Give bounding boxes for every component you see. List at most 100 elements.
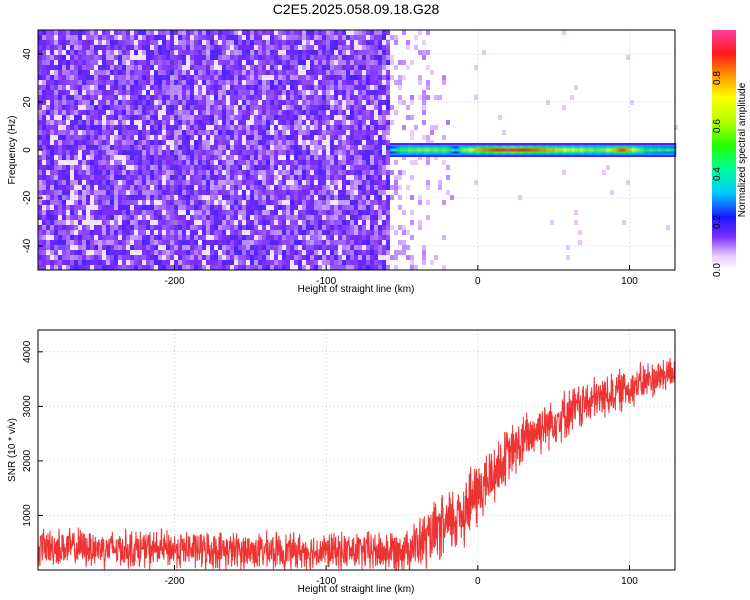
- heatmap-cell: [422, 135, 426, 140]
- heatmap-cell: [118, 80, 122, 85]
- heatmap-cell: [126, 170, 130, 175]
- heatmap-cell: [170, 130, 174, 135]
- heatmap-cell: [126, 30, 130, 35]
- heatmap-cell: [150, 195, 154, 200]
- heatmap-cell: [310, 225, 314, 230]
- signal-band-segment: [484, 148, 487, 152]
- heatmap-cell: [334, 200, 338, 205]
- heatmap-cell: [66, 145, 70, 150]
- heatmap-cell: [294, 165, 298, 170]
- heatmap-cell: [270, 255, 274, 260]
- heatmap-cell: [254, 75, 258, 80]
- heatmap-cell: [190, 170, 194, 175]
- heatmap-cell: [178, 135, 182, 140]
- heatmap-cell: [130, 145, 134, 150]
- heatmap-cell: [166, 75, 170, 80]
- heatmap-cell: [126, 215, 130, 220]
- heatmap-cell: [314, 30, 318, 35]
- heatmap-cell: [74, 160, 78, 165]
- heatmap-cell: [90, 95, 94, 100]
- heatmap-cell: [286, 30, 290, 35]
- heatmap-cell: [314, 125, 318, 130]
- heatmap-cell: [278, 220, 282, 225]
- heatmap-cell: [98, 235, 102, 240]
- heatmap-cell: [202, 260, 206, 265]
- heatmap-cell: [442, 235, 446, 240]
- heatmap-cell: [338, 250, 342, 255]
- heatmap-cell: [186, 250, 190, 255]
- heatmap-cell: [210, 180, 214, 185]
- heatmap-cell: [186, 150, 190, 155]
- heatmap-cell: [222, 70, 226, 75]
- heatmap-cell: [150, 210, 154, 215]
- heatmap-cell: [118, 40, 122, 45]
- heatmap-cell: [474, 95, 478, 100]
- heatmap-cell: [278, 75, 282, 80]
- heatmap-cell: [202, 210, 206, 215]
- heatmap-cell: [162, 215, 166, 220]
- heatmap-cell: [302, 160, 306, 165]
- heatmap-cell: [270, 200, 274, 205]
- heatmap-cell: [290, 55, 294, 60]
- heatmap-cell: [106, 110, 110, 115]
- heatmap-cell: [46, 260, 50, 265]
- heatmap-cell: [278, 100, 282, 105]
- heatmap-cell: [258, 200, 262, 205]
- heatmap-cell: [222, 40, 226, 45]
- heatmap-cell: [246, 195, 250, 200]
- heatmap-cell: [150, 65, 154, 70]
- heatmap-cell: [334, 235, 338, 240]
- heatmap-cell: [326, 140, 330, 145]
- heatmap-cell: [386, 125, 390, 130]
- heatmap-cell: [122, 40, 126, 45]
- heatmap-cell: [90, 265, 94, 270]
- heatmap-cell: [158, 120, 162, 125]
- heatmap-cell: [106, 175, 110, 180]
- heatmap-cell: [50, 245, 54, 250]
- heatmap-cell: [46, 155, 50, 160]
- heatmap-cell: [274, 135, 278, 140]
- heatmap-cell: [230, 205, 234, 210]
- heatmap-cell: [158, 30, 162, 35]
- heatmap-cell: [358, 105, 362, 110]
- heatmap-cell: [38, 225, 42, 230]
- heatmap-cell: [206, 180, 210, 185]
- heatmap-cell: [154, 245, 158, 250]
- heatmap-cell: [178, 250, 182, 255]
- heatmap-cell: [138, 135, 142, 140]
- heatmap-cell: [166, 155, 170, 160]
- heatmap-cell: [86, 165, 90, 170]
- heatmap-cell: [122, 120, 126, 125]
- heatmap-cell: [266, 100, 270, 105]
- heatmap-cell: [206, 260, 210, 265]
- heatmap-cell: [402, 100, 406, 105]
- heatmap-cell: [338, 265, 342, 270]
- heatmap-cell: [74, 70, 78, 75]
- heatmap-cell: [290, 115, 294, 120]
- heatmap-cell: [54, 50, 58, 55]
- heatmap-cell: [54, 170, 58, 175]
- heatmap-cell: [350, 145, 354, 150]
- heatmap-cell: [162, 235, 166, 240]
- heatmap-cell: [314, 245, 318, 250]
- heatmap-cell: [286, 35, 290, 40]
- heatmap-cell: [254, 165, 258, 170]
- heatmap-cell: [222, 195, 226, 200]
- heatmap-cell: [170, 85, 174, 90]
- heatmap-cell: [374, 30, 378, 35]
- heatmap-cell: [138, 210, 142, 215]
- heatmap-cell: [194, 110, 198, 115]
- heatmap-cell: [322, 230, 326, 235]
- heatmap-cell: [206, 265, 210, 270]
- heatmap-cell: [118, 55, 122, 60]
- heatmap-cell: [142, 210, 146, 215]
- heatmap-cell: [426, 200, 430, 205]
- heatmap-cell: [218, 125, 222, 130]
- heatmap-cell: [314, 190, 318, 195]
- heatmap-cell: [118, 95, 122, 100]
- heatmap-cell: [290, 105, 294, 110]
- heatmap-cell: [74, 135, 78, 140]
- heatmap-cell: [350, 105, 354, 110]
- heatmap-cell: [198, 55, 202, 60]
- heatmap-cell: [186, 85, 190, 90]
